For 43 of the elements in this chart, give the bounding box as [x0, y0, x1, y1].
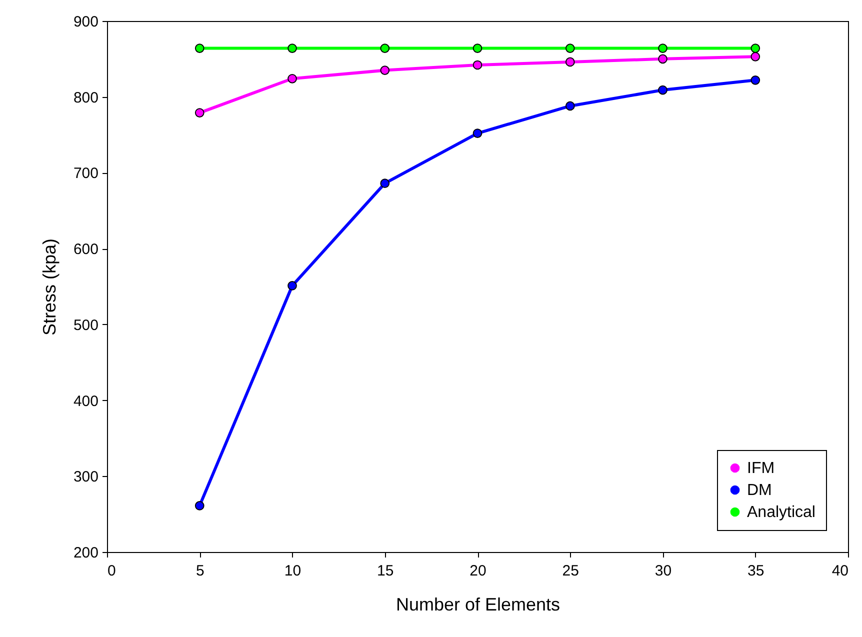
point: [750, 75, 760, 85]
legend-label: Analytical: [747, 504, 816, 521]
y-tick-label: 400: [73, 392, 98, 410]
point: [472, 128, 482, 138]
x-tick-label: 0: [108, 562, 116, 580]
x-tick-label: 5: [196, 562, 204, 580]
x-tick-label: 25: [562, 562, 579, 580]
point: [658, 54, 668, 64]
point: [380, 66, 390, 75]
point: [194, 108, 204, 118]
x-tick-label: 35: [748, 562, 764, 580]
point: [565, 57, 575, 67]
y-tick-label: 300: [73, 468, 98, 486]
y-tick-label: 900: [73, 14, 98, 30]
y-tick-label: 200: [73, 544, 98, 562]
x-tick-label: 20: [470, 562, 486, 580]
legend-label: DM: [747, 482, 772, 499]
x-tick-label: 10: [284, 562, 302, 580]
point: [565, 44, 575, 53]
point: [658, 44, 668, 53]
x-tick-label: 15: [377, 562, 394, 580]
y-tick-label: 500: [73, 316, 98, 334]
x-tick-label: 40: [832, 562, 848, 580]
point: [194, 44, 204, 53]
y-axis-title: Stress (kpa): [39, 238, 60, 336]
point: [380, 178, 390, 188]
point: [288, 281, 297, 290]
y-tick-label: 700: [73, 165, 98, 182]
point: [194, 501, 204, 510]
point: [565, 101, 575, 111]
point: [658, 85, 668, 95]
legend-label: IFM: [747, 460, 775, 477]
y-tick-label: 800: [73, 89, 98, 106]
point: [750, 44, 760, 53]
point: [288, 74, 297, 84]
x-tick-label: 30: [654, 562, 672, 580]
point: [472, 60, 482, 70]
point: [380, 44, 390, 53]
x-axis-title: Number of Elements: [396, 594, 560, 614]
point: [750, 52, 760, 62]
y-tick-label: 600: [73, 241, 98, 258]
point: [472, 44, 482, 53]
point: [288, 44, 297, 53]
